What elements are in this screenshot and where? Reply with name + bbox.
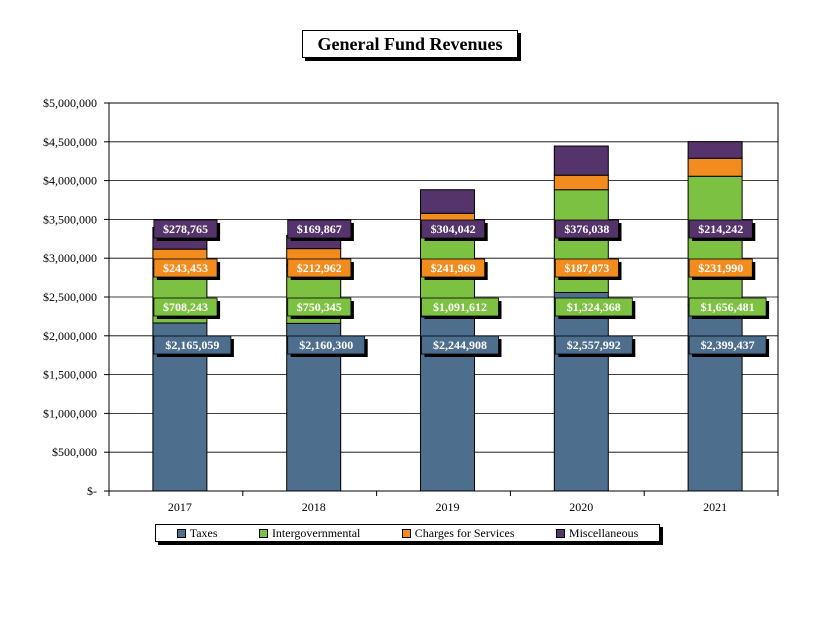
- legend-label-intergovernmental: Intergovernmental: [271, 525, 361, 540]
- legend-label-taxes: Taxes: [189, 525, 218, 540]
- y-tick-label: $2,000,000: [43, 329, 97, 343]
- legend-swatch-taxes: [176, 528, 186, 538]
- data-label-taxes: $2,244,908: [433, 338, 487, 352]
- data-label-box: [421, 258, 486, 278]
- data-label-taxes: $2,399,437: [701, 338, 755, 352]
- legend-swatch-miscellaneous: [555, 528, 565, 538]
- bar-taxes-2020: [553, 291, 609, 492]
- data-label-charges-for-services: $187,073: [564, 261, 609, 275]
- data-label-box: [153, 219, 218, 239]
- data-label-charges-for-services: $212,962: [297, 261, 342, 275]
- bar-charges-for-services-2021: [687, 157, 743, 177]
- data-label-charges-for-services: $231,990: [698, 261, 743, 275]
- bar-miscellaneous-2020: [553, 145, 609, 176]
- data-label-box: [554, 219, 619, 239]
- y-tick-label: $2,500,000: [43, 290, 97, 304]
- x-tick-label: 2018: [302, 500, 326, 514]
- legend-item-taxes: Taxes: [176, 525, 218, 541]
- y-tick-label: $4,000,000: [43, 174, 97, 188]
- y-tick-label: $-: [87, 484, 97, 498]
- legend-label-charges: Charges for Services: [414, 525, 515, 540]
- data-label-box: [688, 219, 753, 239]
- legend-label-miscellaneous: Miscellaneous: [568, 525, 639, 540]
- data-label-box: [554, 258, 619, 278]
- bar-miscellaneous-2021: [687, 141, 743, 159]
- chart-title: General Fund Revenues: [302, 30, 518, 58]
- data-label-box: [688, 297, 767, 317]
- legend-item-intergovernmental: Intergovernmental: [258, 525, 361, 541]
- data-label-intergovernmental: $708,243: [163, 300, 208, 314]
- data-label-miscellaneous: $278,765: [163, 222, 208, 236]
- legend-item-charges: Charges for Services: [401, 525, 515, 541]
- data-label-charges-for-services: $241,969: [431, 261, 476, 275]
- data-label-box: [287, 219, 352, 239]
- data-label-box: [554, 335, 633, 355]
- x-tick-label: 2020: [569, 500, 593, 514]
- data-label-intergovernmental: $1,091,612: [433, 300, 487, 314]
- y-tick-label: $3,000,000: [43, 251, 97, 265]
- data-label-intergovernmental: $1,656,481: [701, 300, 755, 314]
- legend-item-miscellaneous: Miscellaneous: [555, 525, 639, 541]
- data-label-box: [287, 258, 352, 278]
- y-tick-label: $3,500,000: [43, 212, 97, 226]
- data-label-box: [153, 297, 218, 317]
- x-tick-label: 2019: [436, 500, 460, 514]
- data-label-box: [554, 297, 633, 317]
- data-label-miscellaneous: $169,867: [297, 222, 342, 236]
- y-tick-label: $500,000: [52, 445, 97, 459]
- data-label-box: [688, 258, 753, 278]
- data-label-box: [421, 219, 486, 239]
- y-tick-label: $4,500,000: [43, 135, 97, 149]
- data-label-box: [153, 258, 218, 278]
- chart-legend: Taxes Intergovernmental Charges for Serv…: [155, 524, 660, 542]
- legend-swatch-intergovernmental: [258, 528, 268, 538]
- data-label-taxes: $2,160,300: [299, 338, 353, 352]
- data-label-miscellaneous: $304,042: [431, 222, 476, 236]
- bar-charges-for-services-2020: [553, 174, 609, 191]
- data-label-miscellaneous: $376,038: [564, 222, 609, 236]
- y-tick-label: $1,500,000: [43, 368, 97, 382]
- data-label-intergovernmental: $750,345: [297, 300, 342, 314]
- bar-miscellaneous-2019: [420, 189, 475, 214]
- data-label-box: [287, 297, 352, 317]
- data-label-miscellaneous: $214,242: [698, 222, 743, 236]
- y-tick-label: $5,000,000: [43, 96, 97, 110]
- legend-swatch-charges: [401, 528, 411, 538]
- data-label-box: [688, 335, 767, 355]
- bar-taxes-2021: [687, 304, 743, 492]
- data-label-taxes: $2,165,059: [165, 338, 219, 352]
- data-label-box: [287, 335, 366, 355]
- data-label-taxes: $2,557,992: [567, 338, 621, 352]
- data-label-box: [421, 297, 499, 317]
- x-tick-label: 2021: [703, 500, 727, 514]
- y-tick-label: $1,000,000: [43, 406, 97, 420]
- data-label-charges-for-services: $243,453: [163, 261, 208, 275]
- data-label-box: [153, 335, 232, 355]
- x-tick-label: 2017: [168, 500, 192, 514]
- data-label-box: [421, 335, 499, 355]
- data-label-intergovernmental: $1,324,368: [567, 300, 621, 314]
